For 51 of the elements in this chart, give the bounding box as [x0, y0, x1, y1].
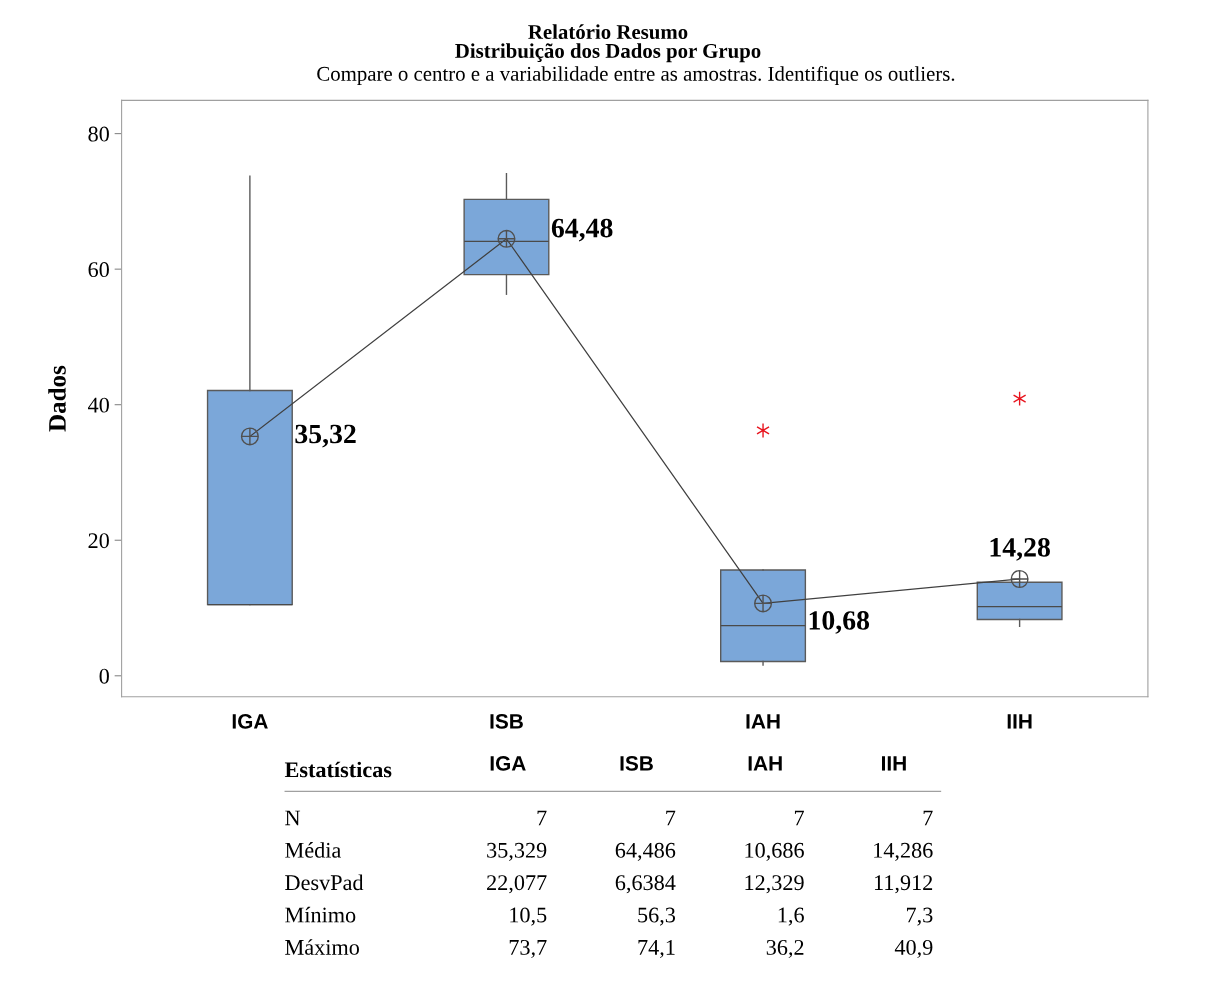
category-label: Mínimo — [285, 906, 356, 923]
text: 14,286 — [874, 842, 933, 861]
text: Estatísticas — [284, 761, 392, 778]
x-tick-label: IIH — [1007, 714, 1032, 729]
text: 7 — [537, 810, 547, 826]
text: 12,329 — [745, 875, 804, 894]
y-tick-label: 0 — [99, 668, 109, 684]
text: 7 — [923, 810, 933, 826]
point — [1010, 569, 1029, 589]
data-label: 35,32 — [295, 424, 356, 448]
category-label: DesvPad — [285, 874, 364, 891]
x-tick-label: IGA — [232, 714, 268, 729]
x-tick-label: ISB — [490, 714, 523, 729]
text: 64,486 — [615, 842, 676, 861]
y-tick-label: 20 — [88, 533, 109, 549]
data-label: 10,68 — [809, 611, 870, 634]
category-label: N — [285, 810, 301, 826]
text: Compare o centro e a variabilidade entre as amostras. Identifique os outliers. — [317, 65, 955, 86]
y-tick-label: 80 — [88, 126, 109, 142]
text: 6,6384 — [615, 875, 676, 894]
category-label: IAH — [748, 756, 782, 771]
category-label: IGA — [490, 756, 526, 771]
text: 7,3 — [906, 907, 933, 926]
text: 74,1 — [638, 939, 675, 959]
text: 10,686 — [745, 842, 804, 861]
text: 22,077 — [487, 875, 547, 894]
text: 40,9 — [894, 939, 933, 959]
text: 35,329 — [487, 842, 547, 861]
category-label: ISB — [620, 756, 653, 771]
text: 56,3 — [638, 907, 676, 926]
text: 7 — [666, 810, 676, 826]
point — [240, 427, 259, 446]
text: 10,5 — [510, 907, 547, 926]
text: 11,912 — [874, 875, 933, 894]
point — [497, 229, 516, 248]
y-tick-label: 60 — [88, 262, 109, 278]
chart-title: Relatório Resumo — [528, 24, 688, 40]
text: 1,6 — [778, 907, 804, 926]
text: 36,2 — [766, 939, 804, 959]
chart-subtitle: Distribuição dos Dados por Grupo — [455, 43, 761, 63]
category-label: Média — [285, 842, 342, 858]
text: 7 — [794, 810, 804, 826]
category-label: IIH — [881, 756, 906, 771]
category-label: Máximo — [285, 939, 359, 955]
y-axis-title: Dados — [48, 365, 66, 432]
data-label: 64,48 — [551, 218, 613, 242]
point — [754, 594, 773, 613]
y-tick-label: 40 — [88, 397, 109, 413]
text: 73,7 — [509, 939, 547, 959]
x-tick-label: IAH — [746, 714, 780, 729]
data-label: 14,28 — [990, 537, 1050, 561]
